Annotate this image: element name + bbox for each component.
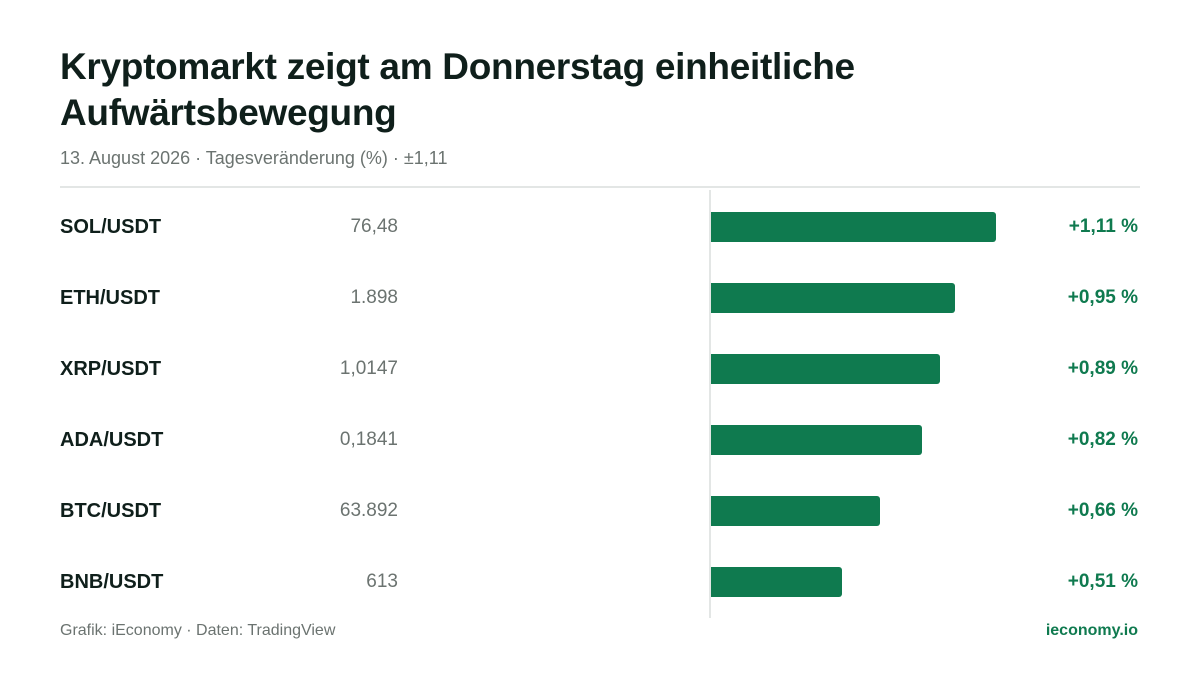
- chart-row: ADA/USDT 0,1841 +0,82 %: [0, 405, 1200, 476]
- chart-title: Kryptomarkt zeigt am Donnerstag einheitl…: [60, 46, 855, 133]
- price-value: 63.892: [339, 500, 398, 521]
- chart-row: ETH/USDT 1.898 +0,95 %: [0, 263, 1200, 334]
- change-label: +0,89 %: [1067, 358, 1138, 379]
- price-value: 76,48: [350, 216, 398, 237]
- chart-row: SOL/USDT 76,48 +1,11 %: [0, 192, 1200, 263]
- change-label: +1,11 %: [1068, 216, 1138, 237]
- pair-label: BTC/USDT: [60, 500, 162, 522]
- pair-label: ADA/USDT: [60, 429, 164, 451]
- change-label: +0,95 %: [1067, 287, 1138, 308]
- header-divider: [60, 186, 1140, 188]
- price-value: 1,0147: [339, 358, 398, 379]
- change-bar: [711, 354, 940, 384]
- change-bar: [711, 212, 996, 242]
- change-label: +0,51 %: [1067, 571, 1138, 592]
- price-value: 0,1841: [339, 429, 398, 450]
- change-label: +0,82 %: [1067, 429, 1138, 450]
- change-label: +0,66 %: [1067, 500, 1138, 521]
- price-value: 613: [366, 571, 398, 592]
- change-bar: [711, 496, 880, 526]
- zero-axis-line: [709, 190, 711, 618]
- pair-label: BNB/USDT: [60, 571, 164, 593]
- footer-source: Grafik: iEconomy · Daten: TradingView: [60, 622, 336, 639]
- pair-label: SOL/USDT: [60, 216, 162, 238]
- chart-subtitle: 13. August 2026 · Tagesveränderung (%) ·…: [60, 148, 448, 168]
- change-bar: [711, 425, 922, 455]
- footer-brand-link[interactable]: ieconomy.io: [1045, 622, 1138, 639]
- change-bar: [711, 567, 842, 597]
- pair-label: XRP/USDT: [60, 358, 162, 380]
- price-value: 1.898: [350, 287, 398, 308]
- change-bar: [711, 283, 955, 313]
- chart-row: BNB/USDT 613 +0,51 %: [0, 547, 1200, 618]
- chart-row: BTC/USDT 63.892 +0,66 %: [0, 476, 1200, 547]
- pair-label: ETH/USDT: [60, 287, 160, 309]
- chart-row: XRP/USDT 1,0147 +0,89 %: [0, 334, 1200, 405]
